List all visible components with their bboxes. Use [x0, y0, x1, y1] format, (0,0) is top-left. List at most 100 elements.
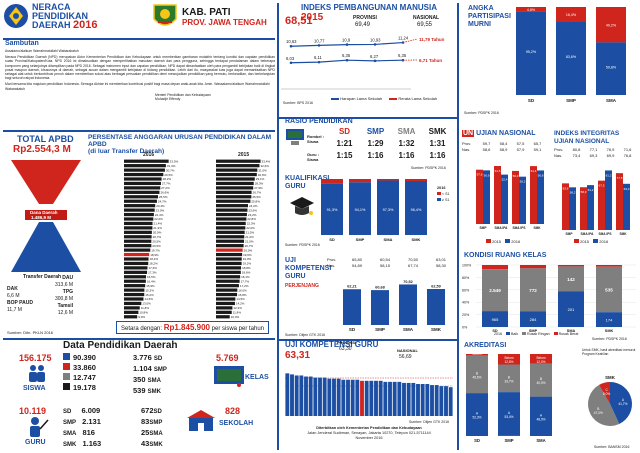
kual-label-SD: 91,3%	[327, 208, 338, 212]
pct-bar-2016-8	[124, 195, 158, 199]
un-nas-smk: 59,1	[533, 147, 542, 152]
ukg-total-prov-value: 63,30	[339, 346, 352, 352]
ukgt-bar-21	[383, 381, 388, 416]
akr-val-SMP-A: 53,4%	[504, 415, 513, 419]
ipm-point-hls-2	[345, 43, 349, 46]
pct-bar-2015-26	[216, 275, 241, 279]
guru-icon	[25, 416, 49, 443]
kual-category-SD: SD	[329, 237, 335, 242]
akr-bar-SMA-Belum	[530, 354, 552, 364]
apm-bar-blue-SMP	[556, 21, 586, 95]
data-pendidikan-title: Data Pendidikan Daerah	[63, 340, 178, 351]
pct-label-2015-21: 19,6%	[243, 253, 252, 257]
left-column-divider	[277, 3, 279, 450]
un-legend-2015: 2015	[492, 239, 502, 244]
ukgj-category-SMP: SMP	[375, 327, 385, 332]
ukgj-category-SMK: SMK	[431, 327, 442, 332]
akr-category-SMK: SMK	[605, 375, 616, 380]
guru-sd: SD 6.009	[63, 406, 101, 415]
pct-label-2015-31: 14,5%	[236, 297, 245, 301]
iiun-bar-2015-0	[562, 183, 569, 230]
akr-smk-cat-B: B	[597, 407, 599, 411]
header-divider	[3, 38, 275, 40]
iiun-title-2: UJIAN NASIONAL	[554, 137, 610, 145]
pct-label-2016-0: 33,5%	[170, 159, 179, 163]
apm-bar-red-SMP	[556, 7, 586, 22]
apbd-panel: TOTAL APBD Rp2.554,3 M Dana Daerah 1.486…	[3, 132, 85, 337]
pct-label-2016-29: 15,3%	[145, 288, 154, 292]
un-bar-2015-2	[512, 170, 519, 224]
pct-label-2015-20: 20,0%	[244, 248, 253, 252]
iiun-bar-2016-2	[605, 170, 612, 230]
pct-bar-2015-12	[216, 212, 247, 217]
mid-divider	[3, 338, 275, 340]
ipm-prov-label: PROVINSI	[353, 15, 377, 21]
ipm-point-rls-3	[373, 59, 377, 63]
pct-bar-2016-31	[124, 297, 144, 301]
iiun-chart: 63,658,2 SMP 58,361,2 SMA IPA 67,3 81,2 SMA IP…	[562, 170, 630, 236]
col-2016-label: 2016	[143, 152, 155, 158]
akr-cat-SD-A: A	[476, 412, 479, 416]
un-bar-2016-1	[501, 174, 508, 224]
kelas-icon	[213, 365, 245, 392]
apbd-total-label: TOTAL APBD	[17, 134, 74, 144]
akreditasi-title: AKREDITASI	[464, 342, 507, 349]
iiun-values-table: 80,8 77,1 76,9 71,6 73,4 69,3 69,9 76,8	[568, 147, 636, 159]
ipm-panel: INDEKS PEMBANGUNAN MANUSIA 2015 68,51 PR…	[281, 3, 457, 107]
kual-bar-blue-SMK	[405, 181, 427, 235]
pct-bar-2016-11	[124, 208, 155, 212]
ukg-jenjang-panel: UJI KOMPETENSI GURU PERJENJANG Prov. Nas…	[281, 255, 457, 339]
ukgj-bar-SMA	[399, 284, 417, 325]
sekolah-sd: 672SD	[141, 406, 162, 415]
akr-val-SD-B: 45,6%	[472, 375, 481, 379]
iiun-title: INDEKS INTEGRITAS UJIAN NASIONAL	[554, 130, 619, 145]
ukg-jenjang-title: UJI KOMPETENSI GURU	[285, 257, 331, 281]
pct-label-2016-3: 29,5%	[164, 173, 173, 177]
sekolah-list: 672SD 83SMP 25SMA 43SMK	[141, 406, 163, 450]
sekolah-icon	[185, 408, 217, 437]
kualifikasi-panel: KUALIFIKASI GURU 91,3% SD 94,1% SMP 97,3% SMA…	[281, 173, 457, 255]
un-prov-smaipa: 58,4	[499, 141, 508, 146]
apbd-dau-value: 313,6 M	[55, 282, 74, 288]
rasio-title: RASIO PENDIDIKAN	[285, 118, 353, 125]
title-line-1: NERACA	[32, 2, 71, 12]
apm-title-2: PARTISIPASI	[468, 13, 511, 20]
pct-label-2015-12: 23,2%	[248, 213, 257, 217]
pct-bar-2016-19	[124, 244, 152, 248]
pct-label-2016-10: 23,4%	[156, 204, 165, 208]
ipm-label-rls-2: 6,35	[342, 53, 351, 58]
pct-bar-2016-34	[124, 310, 139, 314]
un-bar-2016-2	[519, 176, 526, 224]
un-category-0: SMP	[480, 226, 488, 230]
ipm-nas-value: 69,55	[417, 22, 433, 28]
pct-bar-2015-28	[216, 284, 239, 288]
kualifikasi-source: Sumber: PDSPK 2016	[285, 243, 320, 247]
un-val-2015-2: 56,3	[513, 174, 519, 178]
iiun-legend: 2015 2016	[574, 239, 608, 244]
ukg-total-nas-value: 56,69	[399, 354, 412, 360]
report-year: 2016	[73, 19, 98, 31]
rasio-table: SD SMP SMA SMK 1:21 1:29 1:32 1:31 1:15 …	[329, 127, 453, 160]
ukgt-bar-6	[313, 377, 318, 416]
pct-label-2015-6: 27,9%	[254, 186, 263, 190]
iiun-val-2016-2: 81,2	[606, 173, 612, 177]
iiun-nas-smaipa: 69,3	[589, 153, 598, 158]
un-val-2015-1: 61,5	[495, 169, 501, 173]
ukgt-bar-25	[402, 382, 406, 416]
apm-panel: ANGKA PARTISIPASI MURNI 4,8% 95,2% SD 16,4%…	[460, 3, 638, 118]
un-nas-smp: 58,6	[482, 147, 491, 152]
siswa-list: 90.390 33.860 12.747 19.178	[63, 353, 96, 393]
iiun-prov-smp: 80,8	[572, 147, 581, 152]
ruang-label-ringan-SMK: 535	[605, 287, 613, 292]
akr-bar-SMP-A	[498, 392, 520, 436]
kual-category-SMA: SMA	[384, 237, 393, 242]
pct-label-2016-32: 13,0%	[142, 302, 151, 306]
ukgt-bar-34	[444, 386, 448, 416]
akr-smk-slice-B	[588, 384, 620, 426]
pct-bar-2015-7	[216, 190, 252, 194]
persentase-footer-prefix: Setara dengan:	[121, 326, 163, 332]
ukg-legend-nas: Nas.	[327, 263, 336, 268]
un-values-table: 59,7 58,4 57,5 65,7 58,6 58,9 57,9 59,1	[478, 141, 546, 153]
ruang-label-ringan-SMA: 142	[567, 277, 575, 282]
pct-label-2016-14: 21,4%	[154, 222, 163, 226]
